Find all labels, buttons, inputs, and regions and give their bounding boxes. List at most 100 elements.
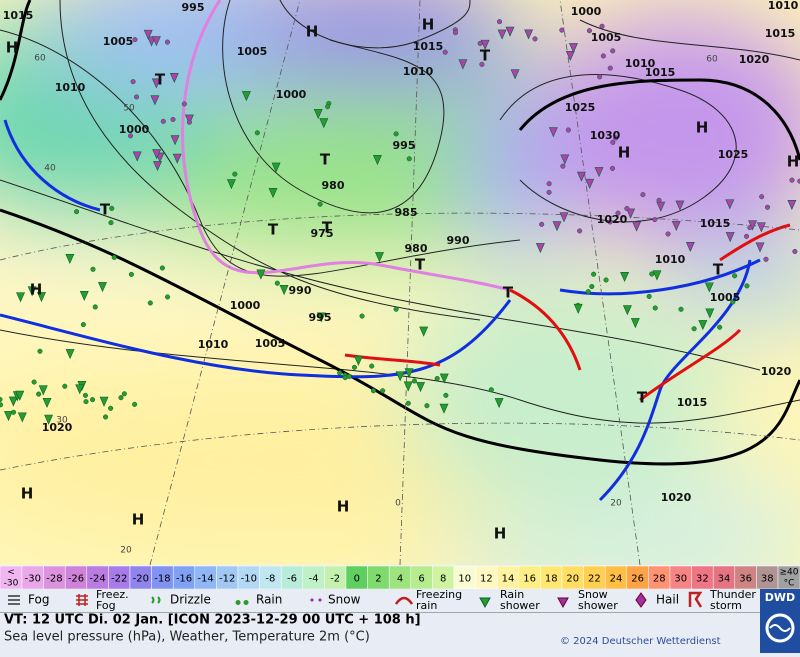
weather-dot	[74, 209, 80, 215]
scale-value: 12	[480, 574, 493, 585]
weather-shower	[151, 78, 161, 89]
weather-dot	[83, 399, 89, 405]
weather-shower	[620, 271, 630, 283]
legend: Fog Freez. Fog Drizzle Rain Snow Freezing rain R…	[8, 588, 756, 612]
isobars	[0, 0, 800, 424]
weather-shower	[271, 162, 281, 173]
weather-dot	[424, 403, 430, 409]
weather-dot	[37, 348, 43, 354]
legend-label: Fog	[28, 593, 49, 607]
isobar-label: 1000	[571, 5, 602, 18]
isobar-label: 1005	[710, 291, 741, 304]
isobar-label: 1010	[198, 338, 229, 351]
grid-label: 60	[34, 54, 46, 64]
weather-dot	[165, 294, 171, 300]
isobar-label: 1010	[403, 65, 434, 78]
pressure-center: H	[306, 23, 319, 41]
weather-shower	[439, 403, 449, 414]
isobar-label: 1005	[103, 35, 134, 48]
weather-dot	[164, 39, 170, 45]
weather-shower	[497, 29, 507, 40]
weather-shower	[38, 385, 48, 396]
weather-dot	[393, 306, 399, 312]
weather-dot	[744, 283, 750, 289]
weather-dot	[624, 205, 630, 212]
scale-value: 10	[458, 574, 471, 585]
weather-dot	[610, 48, 616, 54]
legend-label: Drizzle	[170, 593, 211, 607]
scale-value: -6	[287, 574, 297, 585]
weather-shower	[439, 373, 449, 384]
scale-value: 4	[397, 574, 403, 585]
weather-shower	[594, 167, 604, 178]
weather-dot	[603, 277, 609, 283]
scale-value: 38	[761, 574, 774, 585]
weather-dot	[181, 101, 187, 107]
weather-shower	[44, 414, 54, 425]
isobar-label: 990	[289, 284, 312, 297]
weather-shower	[569, 43, 578, 54]
scale-value: 0	[354, 574, 360, 585]
legend-label: Thunder storm	[709, 588, 756, 612]
weather-dot	[443, 392, 449, 398]
isobar-label: 1015	[645, 66, 676, 79]
weather-dot	[763, 256, 769, 262]
pressure-center: T	[322, 219, 333, 237]
weather-shower	[480, 39, 490, 50]
pressure-center: H	[21, 485, 34, 503]
logo-text: DWD	[765, 591, 795, 604]
weather-shower	[652, 270, 662, 281]
isobar-label: 990	[447, 234, 470, 247]
weather-shower	[316, 312, 326, 323]
weather-shower	[552, 221, 562, 232]
isobar-label: 995	[393, 139, 416, 152]
weather-dot	[477, 40, 483, 46]
scale-value: 34	[718, 574, 731, 585]
weather-dot	[434, 375, 440, 382]
weather-shower	[548, 127, 558, 138]
weather-dot	[789, 177, 795, 183]
pressure-center: H	[6, 39, 19, 57]
weather-dot	[109, 205, 115, 211]
weather-dot	[405, 400, 411, 406]
weather-dot	[111, 254, 117, 260]
weather-shower	[98, 282, 107, 293]
scale-low-label: <	[7, 568, 15, 578]
weather-shower	[704, 282, 714, 293]
weather-dot	[186, 119, 192, 125]
weather-dot	[82, 392, 88, 398]
weather-dot	[0, 402, 4, 408]
weather-dot	[160, 118, 166, 124]
legend-label: Snow shower	[578, 588, 618, 612]
weather-shower	[565, 50, 575, 62]
weather-dot	[607, 219, 613, 225]
weather-shower	[150, 95, 160, 106]
weather-dot	[31, 379, 37, 385]
scale-value: 16	[523, 574, 536, 585]
icon-freezing-rain	[394, 596, 414, 605]
isobar-label: 1025	[565, 101, 596, 114]
pressure-center: T	[100, 201, 111, 219]
weather-shower	[494, 398, 504, 409]
weather-shower	[37, 292, 46, 303]
weather-shower	[8, 396, 18, 407]
pressure-center: T	[320, 151, 331, 169]
isobar-label: 1005	[255, 337, 286, 350]
weather-shower	[170, 135, 180, 146]
isobar-label: 1010	[625, 57, 656, 70]
weather-shower	[42, 397, 52, 408]
scale-high-label: °C	[784, 579, 795, 589]
weather-shower	[132, 151, 142, 162]
scale-high-label: ≥40	[780, 568, 799, 578]
grid-label: 50	[123, 104, 135, 114]
weather-shower	[169, 72, 179, 84]
scale-value: 2	[375, 574, 381, 585]
weather-shower	[510, 69, 520, 80]
weather-dot	[118, 395, 124, 401]
weather-dot	[108, 220, 114, 226]
weather-shower	[152, 149, 162, 160]
weather-dot	[649, 271, 655, 277]
weather-shower	[184, 114, 194, 125]
weather-dot	[764, 204, 771, 210]
